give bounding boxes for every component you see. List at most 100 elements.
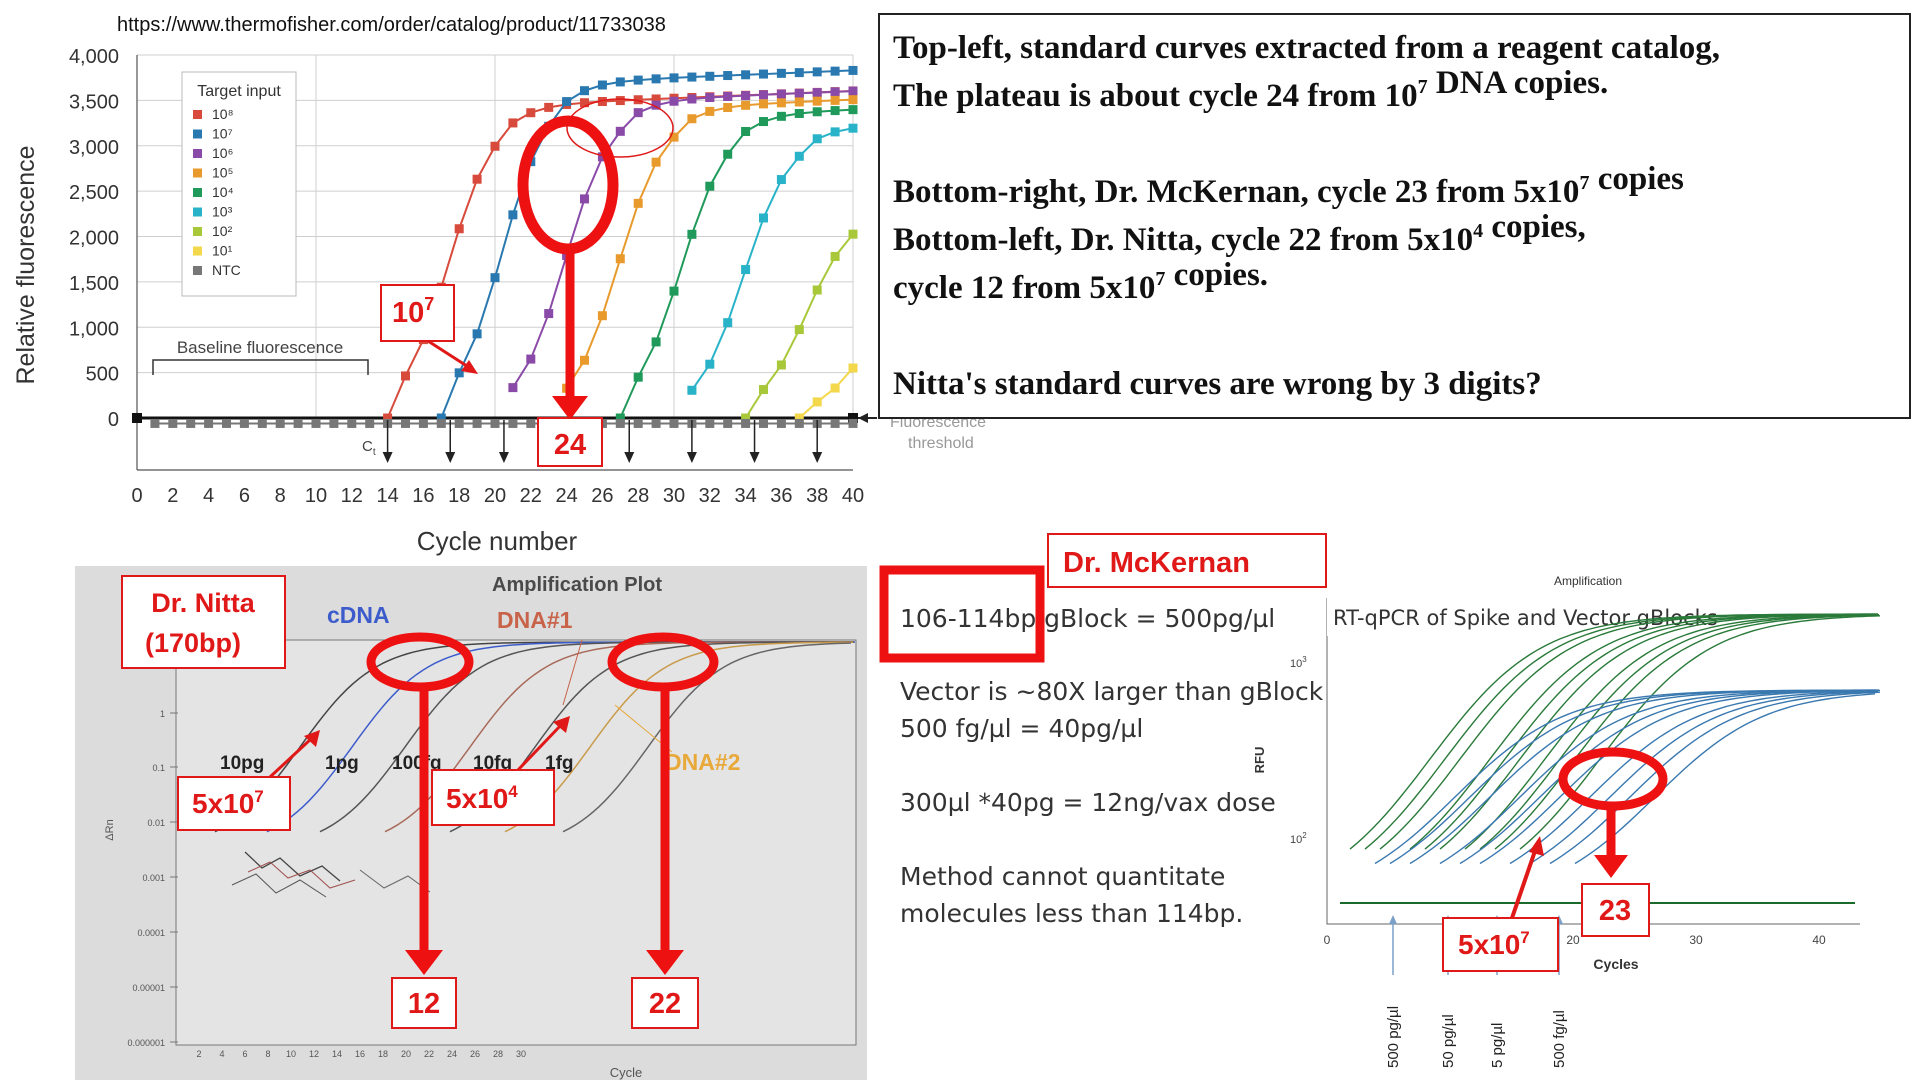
c1-xtick-label: 10	[305, 485, 327, 507]
c1-xtick-label: 30	[663, 485, 685, 507]
c1-data-point	[436, 418, 446, 428]
c1-data-point	[204, 418, 214, 428]
c1-data-point	[633, 372, 643, 382]
ct-label: Ct	[362, 438, 376, 458]
c1-series-10²	[741, 229, 858, 423]
c1-data-point	[615, 77, 625, 87]
c1-data-point	[651, 94, 661, 104]
c1-xtick-label: 18	[448, 485, 470, 507]
c1-data-point	[705, 359, 715, 369]
standard-curves-chart: 05001,0001,5002,0002,5003,0003,5004,000 …	[12, 46, 986, 556]
c1-data-point	[687, 94, 697, 104]
c2-noise-trace	[359, 869, 431, 893]
cycle-22-label: 22	[649, 988, 681, 1020]
c1-data-point	[705, 418, 715, 428]
notes-line: 300µl *40pg = 12ng/vax dose	[900, 788, 1276, 817]
c3-concentration-label: 5 pg/µl	[1489, 1023, 1506, 1068]
c1-legend-swatch	[193, 168, 202, 178]
c1-data-point	[759, 117, 768, 127]
c2-xlabel: Cycle	[610, 1065, 643, 1080]
notes-line: 500 fg/µl = 40pg/µl	[900, 714, 1143, 743]
c1-xtick-label: 2	[167, 485, 178, 507]
cycle-22-box	[631, 977, 699, 1029]
c1-data-point	[580, 194, 589, 204]
c1-xtick-label: 6	[239, 485, 250, 507]
c3-spike-curve	[1464, 614, 1879, 850]
baseline-label: Baseline fluorescence	[177, 338, 343, 357]
c1-xtick-label: 28	[627, 485, 649, 507]
c1-legend-title: Target input	[197, 83, 281, 100]
c1-ylabel: Relative fluorescence	[12, 145, 40, 384]
c1-data-point	[741, 413, 751, 423]
gblock-highlight-box	[879, 565, 1045, 663]
c3-xtick-label: 0	[1324, 933, 1331, 947]
c2-dilution-label: 100fg	[392, 753, 442, 774]
ct-marker-arrowhead	[498, 452, 509, 463]
c3-vector-curve	[1529, 690, 1879, 865]
c2-ylabel: ΔRn	[104, 819, 116, 840]
c3-xtick-label: 20	[1566, 933, 1580, 947]
c1-data-point	[723, 149, 733, 159]
c1-data-point	[848, 229, 858, 239]
c3-spike-curve	[1439, 613, 1879, 850]
c1-xtick-label: 38	[806, 485, 828, 507]
c3-spike-curve	[1424, 613, 1876, 850]
c1-data-point	[490, 141, 500, 151]
c1-legend-box	[181, 71, 297, 297]
c1-ytick-label: 1,000	[69, 318, 119, 340]
mckernan-amplification-chart: Amplification RT-qPCR of Spike and Vecto…	[1252, 574, 1881, 1068]
c1-data-point	[347, 418, 357, 428]
c1-xtick-label: 32	[699, 485, 721, 507]
c1-xtick-label: 34	[734, 485, 756, 507]
c1-series-line	[565, 98, 854, 389]
c1-xtick-label: 8	[275, 485, 286, 507]
c1-series-10¹	[794, 363, 858, 423]
c2-xtick-label: 8	[265, 1049, 270, 1059]
mckernan-title-box	[1047, 533, 1327, 588]
c1-data-point	[526, 418, 536, 428]
cycle-23-box	[1581, 883, 1650, 937]
c1-series-10⁷	[436, 65, 858, 423]
c1-data-point	[436, 413, 446, 423]
c1-data-point	[705, 71, 715, 81]
c1-data-point	[239, 418, 249, 428]
c1-data-point	[759, 99, 768, 109]
c3-vector-curve	[1479, 690, 1877, 865]
plateau-ellipse	[566, 98, 674, 158]
c1-data-point	[669, 286, 679, 296]
c2-ytick-label: 0.01	[147, 818, 165, 828]
threshold-label-2: threshold	[908, 435, 974, 452]
c1-data-point	[651, 74, 661, 84]
c1-data-point	[741, 418, 751, 428]
c1-data-point	[776, 418, 786, 428]
c1-data-point	[848, 86, 858, 96]
c1-legend-swatch	[193, 149, 202, 158]
c3-xtick-label: 30	[1689, 933, 1703, 947]
c1-data-point	[776, 111, 786, 121]
c1-data-point	[848, 418, 858, 428]
c1-xtick-label: 14	[376, 485, 398, 507]
c1-data-point	[794, 418, 804, 428]
c2-amplification-curve	[504, 641, 853, 833]
c1-data-point	[186, 418, 196, 428]
c2-xtick-label: 18	[378, 1049, 388, 1059]
c1-data-point	[401, 371, 410, 381]
c1-legend-label: 10¹	[212, 243, 233, 259]
c1-data-point	[741, 91, 751, 101]
c1-legend-swatch	[193, 110, 202, 119]
c1-xtick-label: 36	[770, 485, 792, 507]
c1-legend-label: 10⁵	[212, 165, 233, 181]
cycle-24-arrow-head	[552, 396, 588, 420]
c1-data-point	[794, 325, 804, 335]
c1-data-point	[651, 337, 661, 347]
c1-data-point	[776, 175, 786, 185]
c1-xtick-label: 0	[131, 485, 142, 507]
cycle-24-label: 24	[554, 429, 586, 461]
c1-data-point	[633, 108, 643, 118]
c2-dilution-label: 10fg	[473, 753, 512, 774]
cycle-24-circle	[517, 115, 619, 255]
c2-xtick-label: 16	[355, 1049, 365, 1059]
c1-threshold-marker	[848, 413, 858, 423]
explanation-line: Bottom-left, Dr. Nitta, cycle 22 from 5x…	[893, 209, 1586, 258]
c1-data-point	[723, 418, 733, 428]
